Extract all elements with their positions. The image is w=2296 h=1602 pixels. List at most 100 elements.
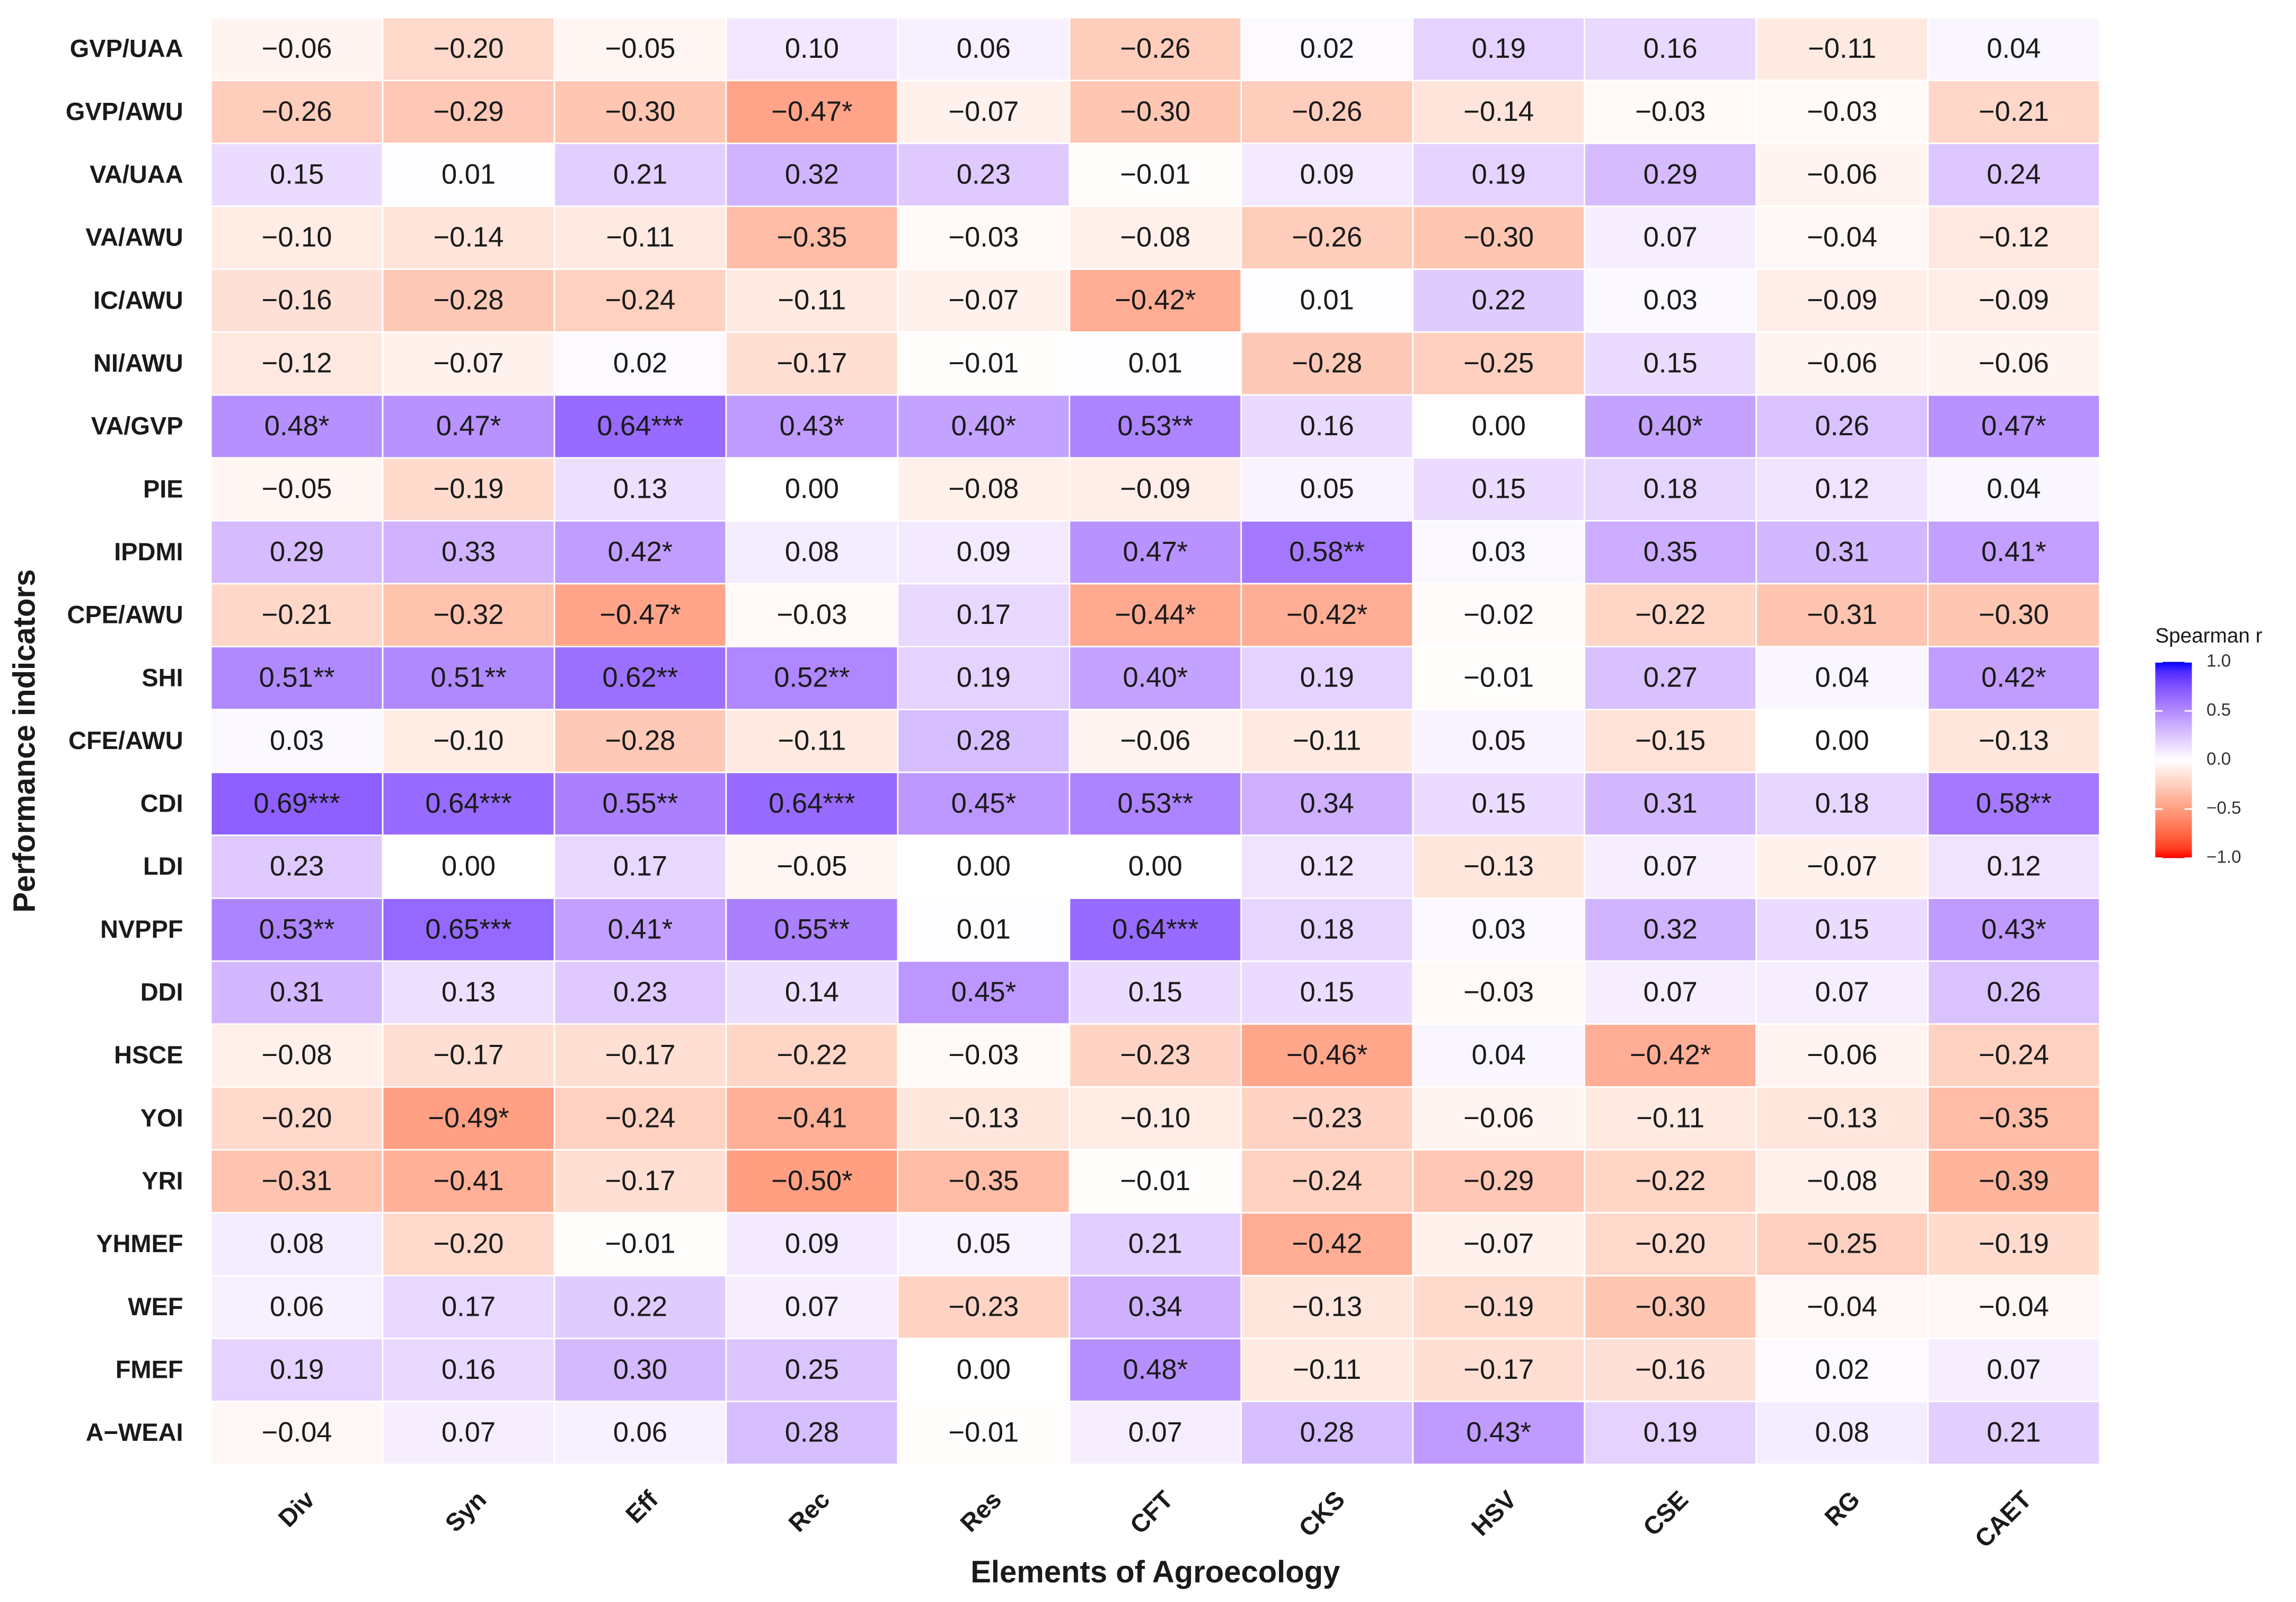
heatmap-cell — [1412, 520, 1586, 585]
heatmap-cell — [210, 960, 384, 1025]
heatmap-cell — [1412, 834, 1586, 899]
heatmap-cell — [210, 583, 384, 648]
cell-label: 0.32 — [785, 159, 839, 190]
cell-label: −0.07 — [1807, 851, 1877, 882]
cell-label: 0.03 — [1644, 285, 1698, 316]
cell-label: −0.05 — [262, 473, 332, 505]
heatmap-cell — [1927, 646, 2100, 710]
heatmap-cell — [1240, 331, 1414, 396]
cell-label: −0.35 — [948, 1165, 1019, 1196]
heatmap-cell — [1755, 1401, 1929, 1465]
cell-label: −0.50* — [771, 1165, 852, 1196]
heatmap-cell — [382, 268, 555, 333]
cell-label: −0.03 — [1635, 96, 1706, 127]
heatmap-cell — [1927, 1337, 2100, 1403]
cell-label: −0.30 — [1463, 222, 1534, 253]
cell-label: −0.17 — [605, 1040, 676, 1071]
cell-label: 0.23 — [613, 976, 667, 1008]
heatmap-cell — [210, 520, 384, 585]
heatmap-cell — [1584, 646, 1758, 710]
cell-label: −0.32 — [434, 599, 504, 630]
heatmap-cell — [382, 1337, 555, 1403]
heatmap-cell — [1927, 834, 2100, 899]
cell-label: −0.05 — [777, 851, 847, 882]
colorbar-tick-label: 0.5 — [2206, 700, 2231, 720]
heatmap-cell — [553, 268, 727, 333]
cell-label: 0.13 — [441, 976, 496, 1008]
heatmap-cell — [553, 834, 727, 899]
cell-label: −0.04 — [1807, 222, 1877, 253]
heatmap-cell — [725, 80, 899, 144]
cell-label: 0.07 — [1986, 1354, 2041, 1385]
y-tick-label: NVPPF — [100, 915, 183, 943]
heatmap-cell — [1240, 1212, 1414, 1277]
cell-label: −0.01 — [605, 1228, 676, 1260]
cell-label: 0.07 — [1644, 976, 1698, 1008]
y-tick-label: IPDMI — [114, 538, 183, 566]
cell-label: 0.06 — [957, 33, 1011, 64]
cell-label: 0.40* — [951, 410, 1017, 442]
heatmap-cell — [1927, 771, 2100, 837]
cell-label: 0.04 — [1472, 1040, 1526, 1071]
cell-label: −0.44* — [1115, 599, 1196, 630]
x-tick-label: Eff — [620, 1485, 664, 1528]
cell-label: 0.07 — [1128, 1417, 1182, 1448]
heatmap-cell — [1412, 1337, 1586, 1403]
heatmap-cell — [897, 646, 1071, 710]
heatmap-cell — [382, 771, 555, 837]
cell-label: 0.52** — [774, 662, 850, 693]
cell-label: 0.34 — [1300, 788, 1354, 819]
cell-label: −0.03 — [1463, 976, 1534, 1008]
cell-label: −0.11 — [778, 285, 846, 316]
heatmap-cell — [1927, 1086, 2100, 1151]
cell-label: 0.24 — [1986, 159, 2041, 190]
cell-label: −0.21 — [262, 599, 332, 630]
heatmap-cell — [1068, 1086, 1242, 1151]
heatmap-cell — [1755, 394, 1929, 459]
cell-label: 0.30 — [613, 1354, 667, 1385]
heatmap-cell — [1755, 520, 1929, 585]
heatmap-cell — [1068, 394, 1242, 459]
cell-label: 0.00 — [785, 473, 839, 505]
cell-label: 0.12 — [1815, 473, 1869, 505]
heatmap-cell — [210, 646, 384, 710]
cell-label: 0.17 — [441, 1291, 496, 1322]
cell-label: −0.10 — [434, 725, 504, 756]
heatmap-cell — [553, 646, 727, 710]
cell-label: 0.47* — [1123, 536, 1188, 567]
heatmap-cell — [1412, 205, 1586, 270]
y-tick-label: A−WEAI — [86, 1418, 183, 1446]
cell-label: −0.23 — [1292, 1102, 1362, 1133]
heatmap-cell — [1412, 960, 1586, 1025]
cell-label: 0.27 — [1644, 662, 1698, 693]
heatmap-cell — [210, 80, 384, 144]
cell-label: −0.09 — [1807, 285, 1877, 316]
cell-label: −0.08 — [1807, 1165, 1877, 1196]
cell-label: −0.11 — [1293, 1354, 1361, 1385]
cell-label: 0.03 — [1472, 536, 1526, 567]
cell-label: −0.31 — [262, 1165, 332, 1196]
cell-label: 0.14 — [785, 976, 839, 1008]
cell-label: 0.47* — [436, 410, 501, 442]
heatmap-cell — [1584, 1337, 1758, 1403]
cell-label: 0.26 — [1986, 976, 2041, 1008]
heatmap-cell — [1412, 457, 1586, 522]
heatmap-cell — [553, 331, 727, 396]
cell-label: −0.03 — [948, 222, 1019, 253]
cell-label: −0.04 — [262, 1417, 332, 1448]
x-tick-label: CKS — [1293, 1485, 1350, 1542]
cell-label: −0.31 — [1807, 599, 1877, 630]
heatmap-cell — [897, 331, 1071, 396]
cell-label: 0.12 — [1300, 851, 1354, 882]
heatmap-cell — [553, 1401, 727, 1465]
heatmap-cell — [1755, 331, 1929, 396]
cell-label: 0.51** — [259, 662, 335, 693]
cell-label: 0.15 — [1815, 913, 1869, 945]
heatmap-cell — [1927, 80, 2100, 144]
heatmap-cell — [1584, 143, 1758, 207]
heatmap-cell — [1584, 80, 1758, 144]
heatmap-cell — [1412, 1086, 1586, 1151]
cell-label: −0.15 — [1635, 725, 1706, 756]
heatmap-cell — [1927, 394, 2100, 459]
heatmap-cell — [1412, 16, 1586, 82]
